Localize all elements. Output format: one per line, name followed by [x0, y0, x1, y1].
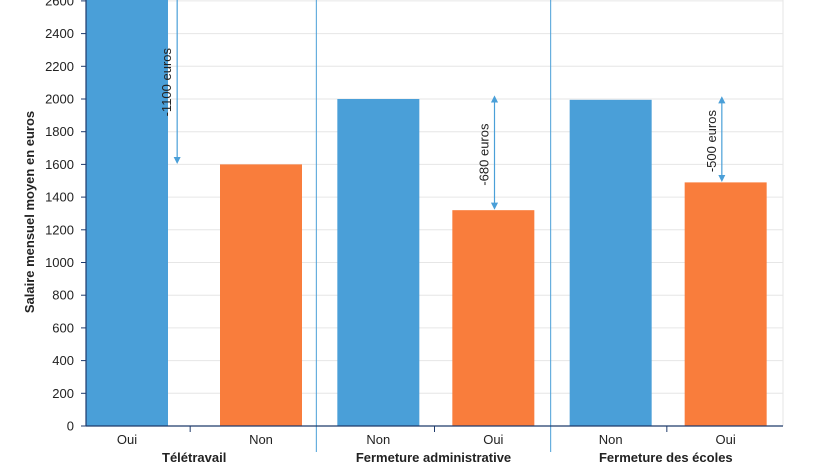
bar [337, 99, 420, 426]
y-tick-label: 2200 [45, 59, 74, 74]
bar [86, 0, 168, 426]
tick-labels: 0 200 400 600 800 1000 1200 1400 1600 1800 2000 220… [45, 0, 736, 462]
bar [569, 99, 652, 426]
y-tick-label: 1200 [45, 222, 74, 237]
y-tick-label: 400 [52, 353, 74, 368]
x-tick-label: Non [599, 432, 623, 447]
group-label: Fermeture administrative [356, 450, 511, 462]
bar [220, 164, 302, 426]
bar [684, 182, 767, 426]
annotation-label: -500 euros [704, 110, 719, 173]
y-tick-label: 600 [52, 320, 74, 335]
x-tick-label: Oui [716, 432, 736, 447]
bar [452, 210, 535, 426]
y-tick-label: 2000 [45, 92, 74, 107]
y-tick-label: 2400 [45, 26, 74, 41]
y-tick-label: 1000 [45, 255, 74, 270]
group-label: Fermeture des écoles [599, 450, 733, 462]
y-tick-label: 200 [52, 386, 74, 401]
gridlines [86, 0, 784, 426]
bars [86, 0, 767, 426]
x-tick-label: Non [366, 432, 390, 447]
y-tick-label: 0 [67, 419, 74, 434]
y-tick-label: 1800 [45, 124, 74, 139]
x-tick-label: Oui [117, 432, 137, 447]
y-tick-label: 1400 [45, 190, 74, 205]
y-tick-label: 800 [52, 288, 74, 303]
y-tick-label: 1600 [45, 157, 74, 172]
annotations: -1100 euros -680 euros -500 euros [159, 0, 726, 210]
annotation-label: -1100 euros [159, 47, 174, 116]
y-tick-label: 2600 [45, 0, 74, 8]
x-tick-label: Non [249, 432, 273, 447]
group-label: Télétravail [162, 450, 226, 462]
y-axis-label: Salaire mensuel moyen en euros [22, 111, 37, 313]
x-tick-label: Oui [483, 432, 503, 447]
axes [81, 0, 783, 452]
annotation-label: -680 euros [477, 123, 492, 186]
